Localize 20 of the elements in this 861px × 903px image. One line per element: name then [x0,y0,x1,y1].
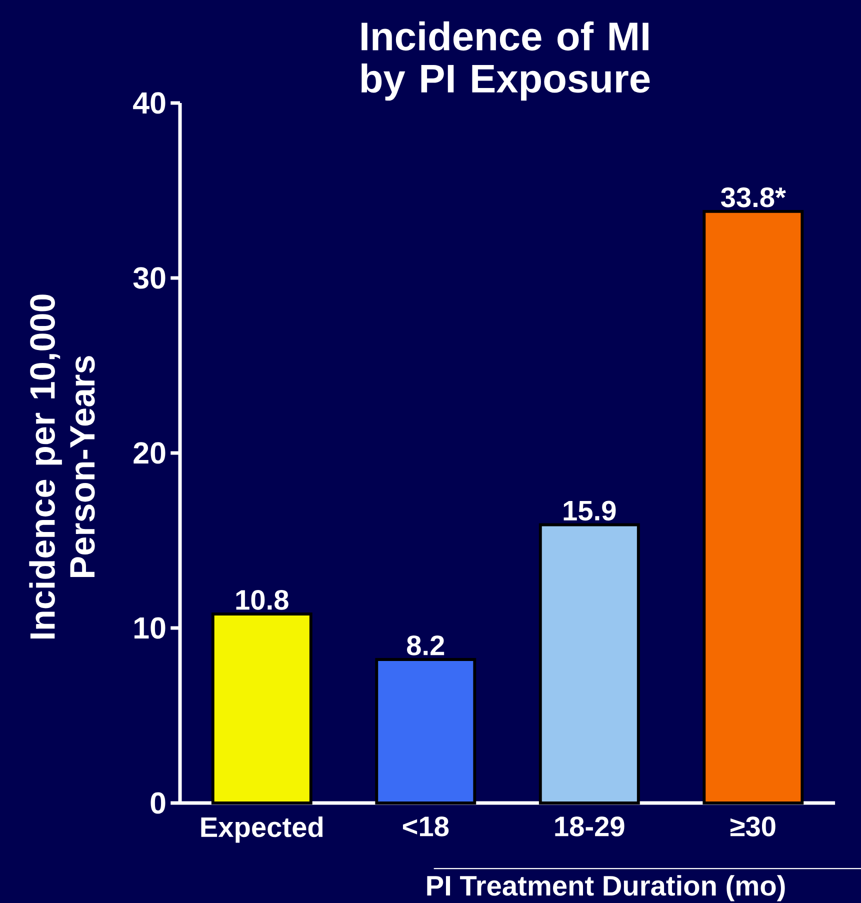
chart-title: Incidence of MI by PI Exposure [362,21,650,101]
y-tick-label: 40 [133,92,166,114]
bar [375,658,476,804]
x-tick-label: 18-29 [555,816,624,836]
data-label: 33.8* [720,187,786,208]
bar [702,210,804,804]
y-tick-label: 20 [134,442,166,464]
x-axis-title: PI Treatment Duration (mo) [427,875,785,902]
x-tick-label: Expected [201,816,323,843]
y-tick-label: 30 [133,267,166,289]
y-axis-title: Incidence per 10,000 Person-Years [29,294,95,639]
data-label: 15.9 [564,500,616,521]
bar [538,523,640,804]
y-tick-label: 10 [134,617,166,639]
y-tick-label: 0 [150,792,166,814]
data-label: 8.2 [407,635,444,656]
x-tick-label: ≥30 [730,816,776,836]
bar [211,612,312,804]
data-label: 10.8 [236,590,288,610]
x-tick-label: <18 [402,816,449,836]
